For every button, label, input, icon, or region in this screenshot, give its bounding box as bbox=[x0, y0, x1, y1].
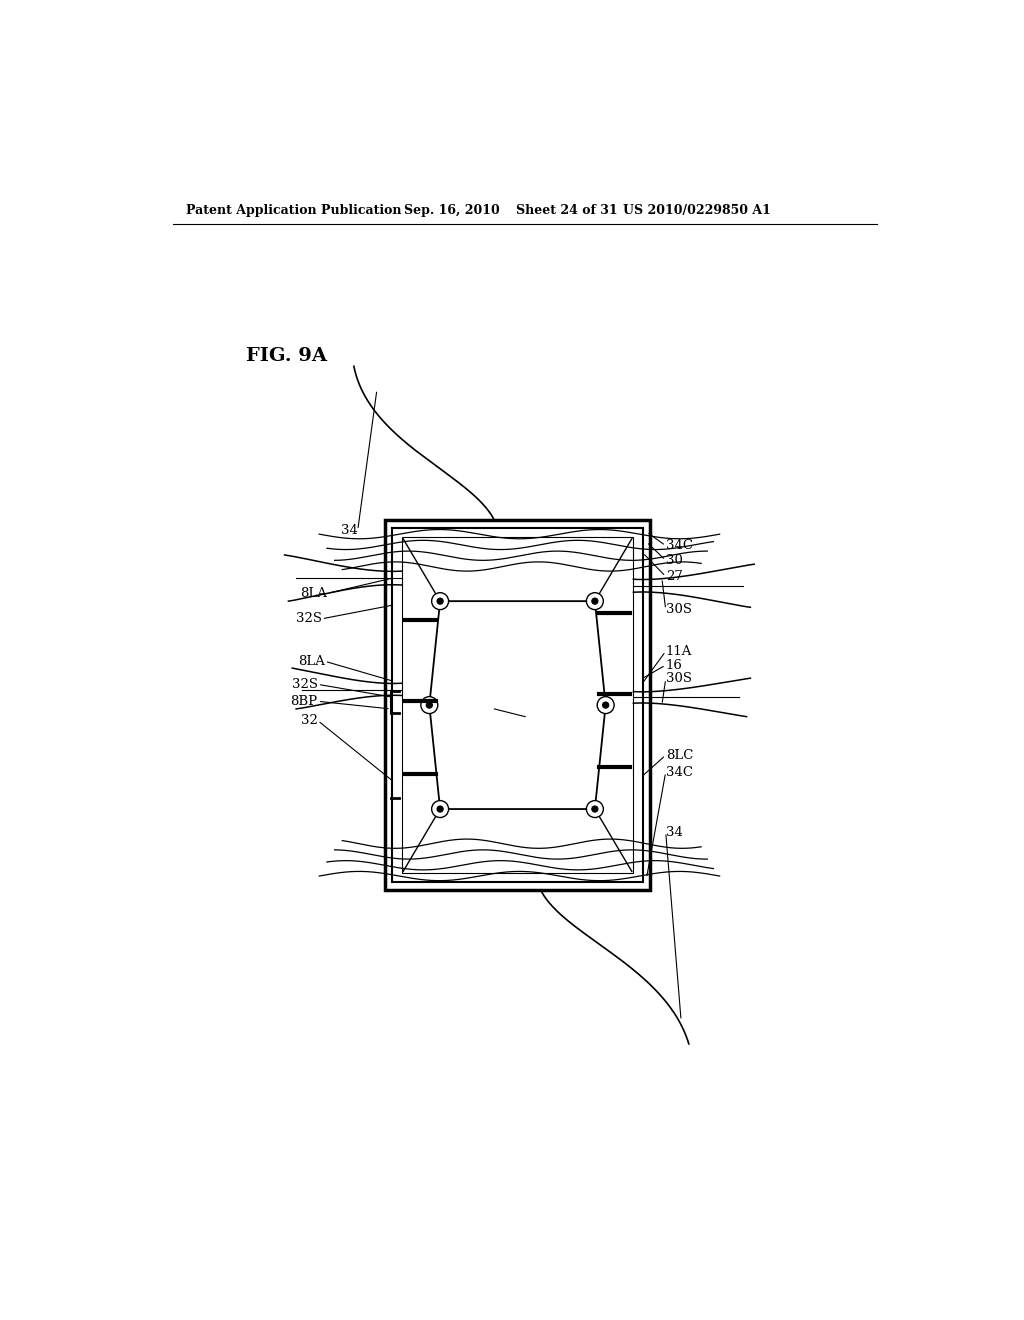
Text: 8BP: 8BP bbox=[291, 694, 317, 708]
Text: 34C: 34C bbox=[666, 766, 692, 779]
Circle shape bbox=[432, 593, 449, 610]
Text: 27: 27 bbox=[666, 570, 683, 583]
Circle shape bbox=[421, 697, 438, 714]
Circle shape bbox=[602, 702, 608, 708]
Text: 34: 34 bbox=[666, 825, 683, 838]
Circle shape bbox=[432, 800, 449, 817]
Circle shape bbox=[587, 593, 603, 610]
Text: 30S: 30S bbox=[666, 603, 691, 616]
Text: 32S: 32S bbox=[292, 677, 317, 690]
Text: Sheet 24 of 31: Sheet 24 of 31 bbox=[515, 205, 617, 218]
Text: Sep. 16, 2010: Sep. 16, 2010 bbox=[403, 205, 500, 218]
Text: US 2010/0229850 A1: US 2010/0229850 A1 bbox=[624, 205, 771, 218]
Text: 34: 34 bbox=[341, 524, 357, 537]
Circle shape bbox=[437, 807, 443, 812]
Circle shape bbox=[592, 598, 598, 605]
Text: 34C: 34C bbox=[666, 539, 692, 552]
Text: FIG. 9A: FIG. 9A bbox=[246, 347, 327, 366]
Text: 32S: 32S bbox=[296, 612, 322, 626]
Bar bbox=[385, 520, 650, 890]
Circle shape bbox=[437, 598, 443, 605]
Bar bbox=[401, 537, 634, 873]
Circle shape bbox=[592, 807, 598, 812]
Circle shape bbox=[587, 800, 603, 817]
Text: 8LC: 8LC bbox=[666, 748, 693, 762]
Text: 11A: 11A bbox=[666, 644, 692, 657]
Text: Patent Application Publication: Patent Application Publication bbox=[186, 205, 401, 218]
Text: 30: 30 bbox=[666, 554, 683, 566]
Bar bbox=[392, 528, 643, 882]
Text: 30S: 30S bbox=[666, 672, 691, 685]
Circle shape bbox=[426, 702, 432, 708]
Text: 8LA: 8LA bbox=[298, 655, 325, 668]
Circle shape bbox=[597, 697, 614, 714]
Text: 32: 32 bbox=[301, 714, 317, 727]
Text: 8LA: 8LA bbox=[300, 587, 327, 601]
Text: 16: 16 bbox=[666, 659, 683, 672]
